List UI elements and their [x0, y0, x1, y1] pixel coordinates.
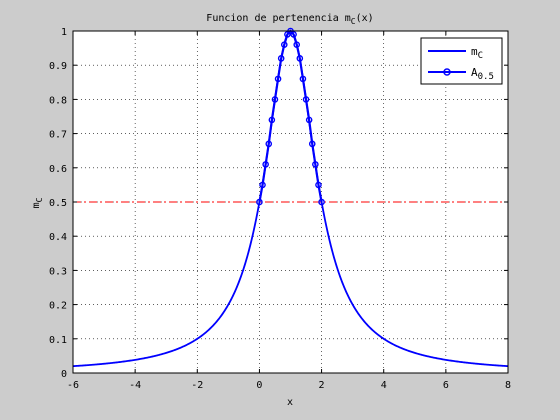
x-tick-label: 6 — [443, 380, 449, 391]
series-marker-a05 — [274, 75, 282, 83]
series-marker-a05 — [277, 55, 285, 62]
chart-title: Funcion de pertenencia mC(x) — [206, 13, 373, 26]
legend-box — [420, 37, 503, 85]
y-tick-label: 1 — [61, 27, 67, 38]
chart-title-main: Funcion de pertenencia m — [206, 13, 351, 24]
x-tick-label: 4 — [381, 380, 387, 391]
x-tick-label: -2 — [191, 380, 203, 391]
y-tick-label: 0.5 — [49, 198, 67, 209]
y-tick-label: 0 — [61, 369, 67, 380]
x-tick-label: 2 — [319, 380, 325, 391]
series-marker-a05 — [315, 181, 322, 189]
series-marker-a05 — [290, 31, 297, 38]
legend-label-a05-subscript: 0.5 — [478, 72, 494, 82]
legend-label-a05: A0.5 — [471, 66, 494, 82]
series-marker-a05 — [296, 55, 304, 62]
series-marker-a05 — [262, 161, 269, 168]
y-tick-label: 0.7 — [49, 130, 67, 141]
series-marker-a05 — [318, 198, 325, 206]
x-tick-label: 0 — [256, 380, 262, 391]
legend-label-mc-subscript: C — [478, 51, 483, 61]
y-tick-label: 0.3 — [49, 266, 67, 277]
y-tick-label: 0.6 — [49, 164, 67, 175]
legend-label-mc: mC — [471, 45, 483, 61]
series-marker-a05 — [305, 116, 313, 124]
x-tick-labels: -6 -4 -2 0 2 4 6 8 — [67, 380, 511, 391]
ticks — [72, 30, 509, 374]
series-marker-a05 — [259, 181, 266, 189]
y-axis-label-main: m — [31, 202, 42, 208]
y-tick-label: 0.2 — [49, 301, 67, 312]
legend-label-a05-main: A — [471, 66, 478, 79]
y-tick-labels: 0 0.1 0.2 0.3 0.4 0.5 0.6 0.7 0.8 0.9 1 — [49, 27, 67, 380]
legend: mC A0.5 — [420, 37, 503, 85]
series-marker-a05 — [265, 140, 273, 148]
series-marker-a05 — [268, 116, 276, 124]
x-tick-label: 8 — [505, 380, 511, 391]
series-marker-a05 — [293, 41, 301, 48]
y-axis-label: mC — [31, 197, 44, 208]
series-marker-a05 — [312, 161, 319, 168]
series-marker-a05 — [308, 140, 316, 148]
legend-label-mc-main: m — [471, 45, 478, 58]
chart-title-tail: (x) — [356, 13, 374, 24]
series-marker-a05 — [280, 41, 288, 48]
grid — [73, 31, 508, 373]
series-marker-a05 — [299, 75, 307, 83]
x-tick-label: -6 — [67, 380, 79, 391]
legend-marker-a05 — [443, 68, 451, 76]
x-axis-label: x — [287, 397, 293, 408]
series-marker-a05 — [302, 96, 310, 103]
series-marker-a05 — [256, 198, 263, 206]
series-marker-a05 — [271, 96, 279, 103]
y-axis-label-subscript: C — [35, 197, 44, 202]
y-tick-label: 0.8 — [49, 95, 67, 106]
chart-title-subscript: C — [351, 17, 356, 26]
y-tick-label: 0.4 — [49, 232, 67, 243]
x-tick-label: -4 — [129, 380, 141, 391]
y-tick-label: 0.9 — [49, 61, 67, 72]
y-tick-label: 0.1 — [49, 335, 67, 346]
